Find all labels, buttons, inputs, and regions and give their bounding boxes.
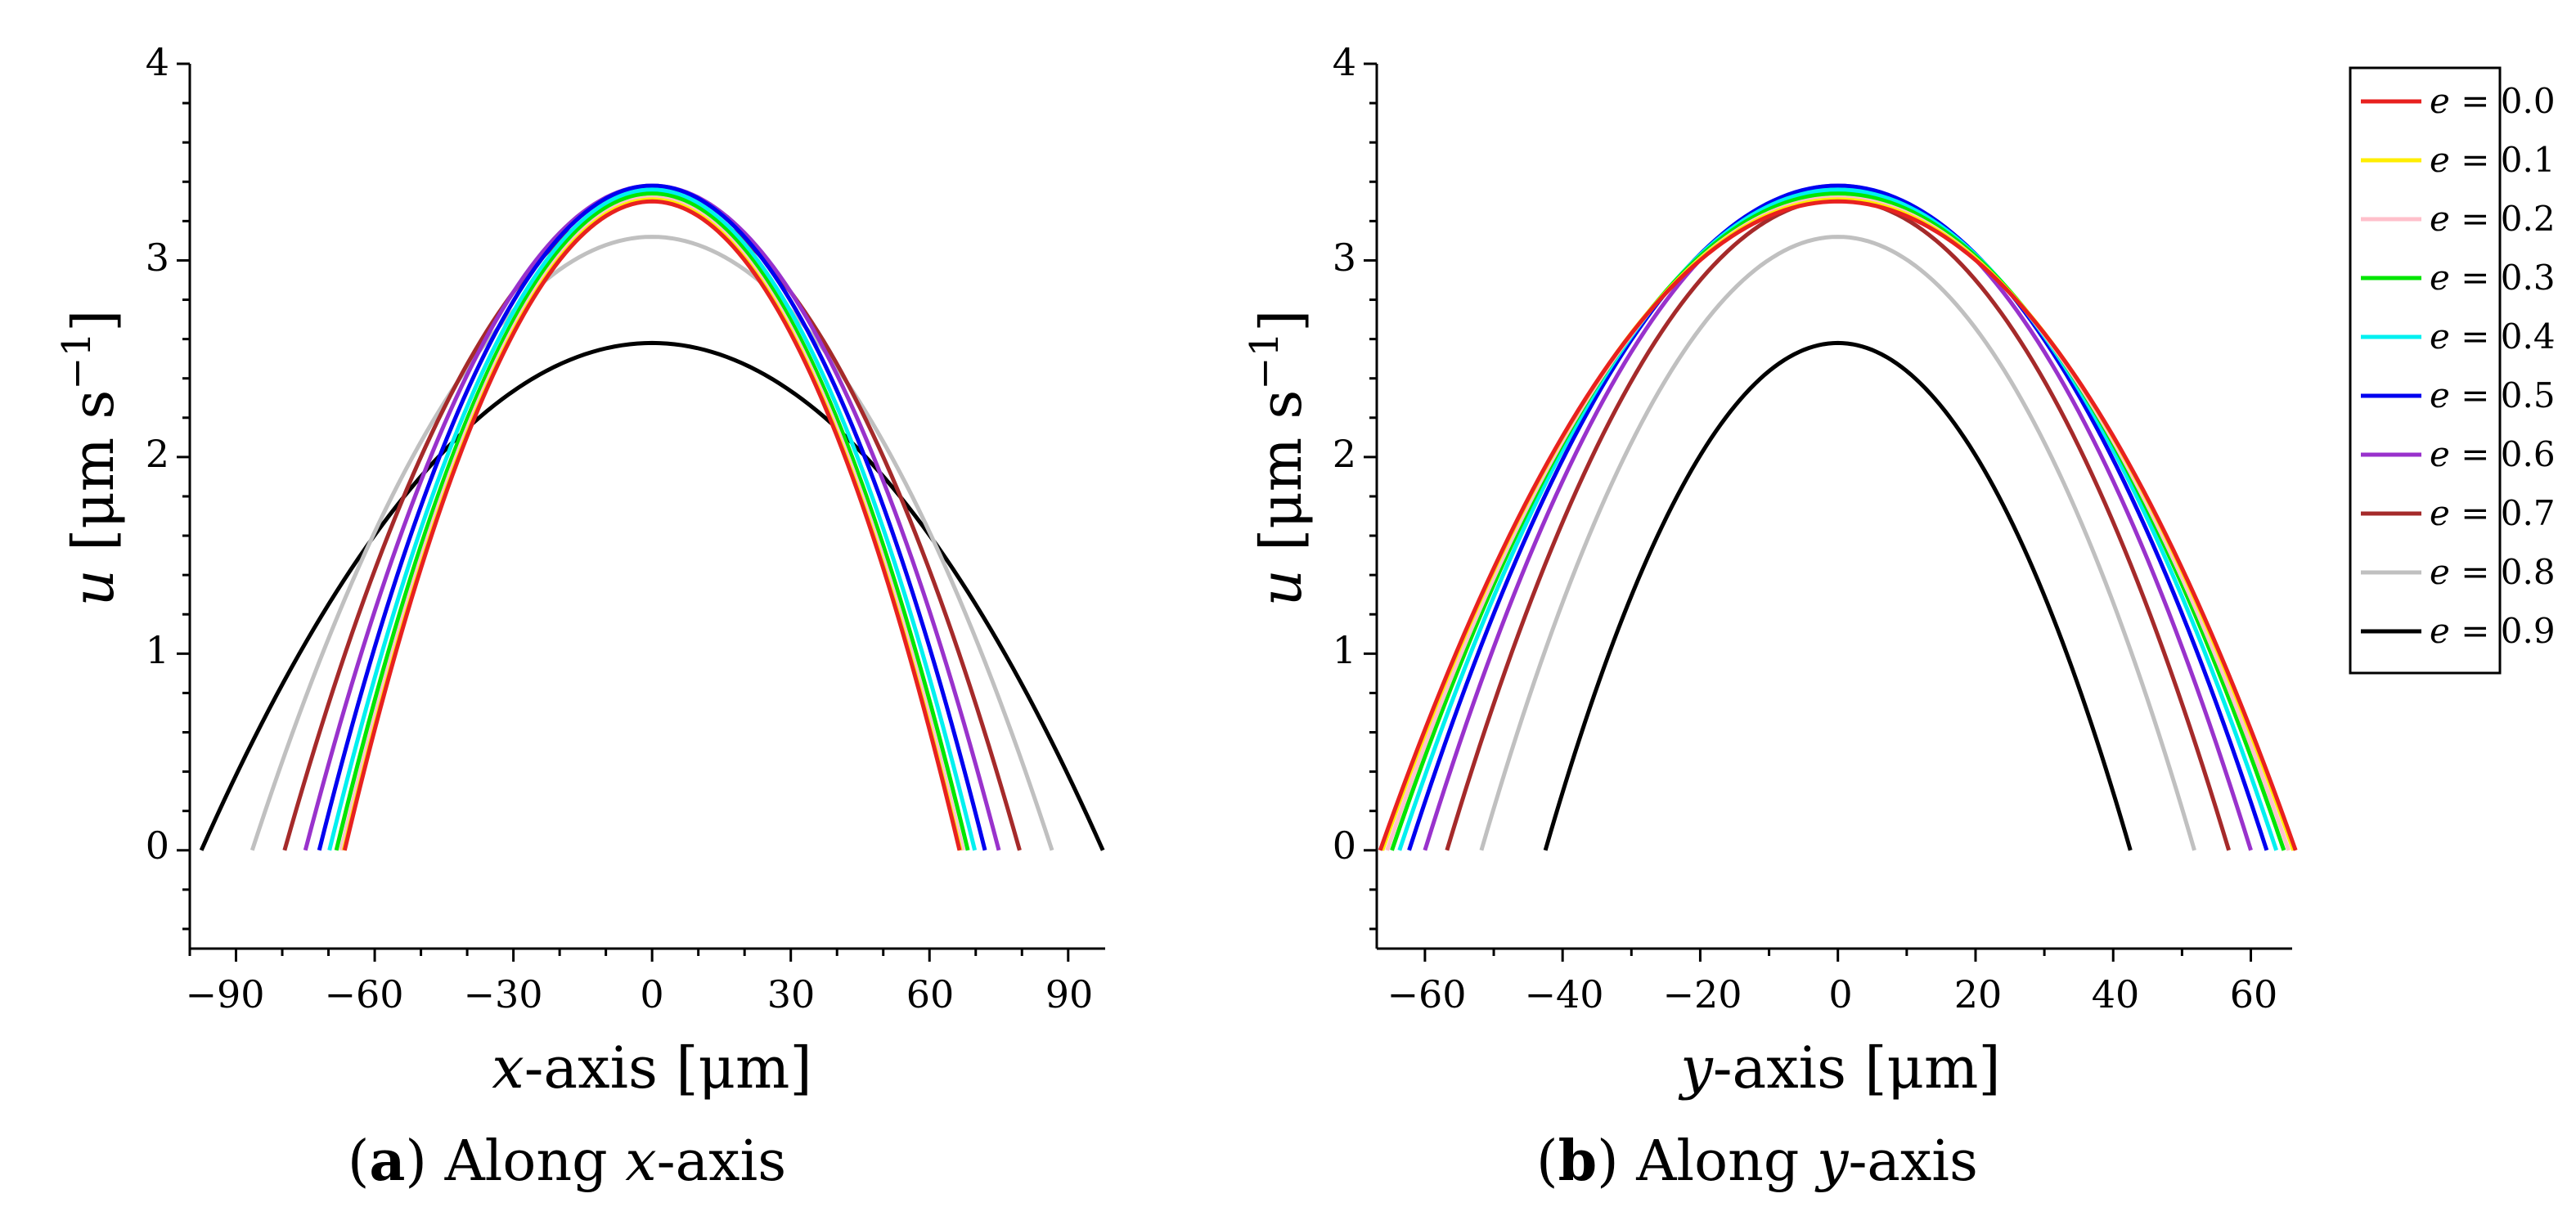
legend-item: e = 0.7 [2361,493,2556,533]
legend-label: e = 0.5 [2430,375,2556,415]
legend-label: e = 0.3 [2430,258,2556,298]
panel-b-curves [1378,183,2298,851]
panel-b-xlabel: y-axis [μm] [1678,1034,2000,1102]
panel-b-xtick-label: −20 [1662,972,1742,1016]
series-line-e03 [334,191,970,851]
legend: e = 0.0 e = 0.1 e = 0.2 e = 0.3 e = 0.4 … [2349,66,2556,675]
series-line-e05 [317,183,987,851]
legend-label: e = 0.9 [2430,611,2556,651]
panel-b-ylabel: u [μm s−1] [1242,310,1315,607]
series-line-e04 [327,187,978,851]
legend-label: e = 0.4 [2430,316,2556,357]
panel-b-xtick-label: 20 [1954,972,2003,1016]
panel-a-xtick-label: 90 [1045,972,1094,1016]
series-line-e08 [250,235,1054,851]
panel-b-caption: (b) Along y-axis [1536,1129,1978,1194]
panel-b-ytick-label: 4 [1333,40,1356,84]
series-line-e00 [342,199,962,851]
panel-a-ytick-label: 2 [146,432,169,476]
legend-label: e = 0.2 [2430,199,2556,239]
series-line-e09 [1543,340,2133,851]
panel-a-ylabel: u [μm s−1] [54,310,127,607]
panel-b-xtick-label: 0 [1828,972,1852,1016]
legend-item: e = 0.1 [2361,140,2556,180]
panel-a-xlabel: x-axis [μm] [492,1034,811,1102]
legend-item: e = 0.8 [2361,552,2556,592]
series-line-e06 [1423,183,2253,851]
legend-label: e = 0.7 [2430,493,2556,533]
series-line-e07 [282,197,1022,851]
panel-b-ytick-label: 0 [1333,823,1356,868]
panel-a-caption: (a) Along x-axis [348,1129,786,1194]
legend-item: e = 0.0 [2361,81,2556,121]
panel-a-xtick-label: 60 [906,972,955,1016]
panel-a-xtick-label: −30 [463,972,542,1016]
panel-b-ytick-label: 3 [1333,236,1356,280]
panel-a-xtick-label: −90 [185,972,264,1016]
legend-label: e = 0.0 [2430,81,2556,121]
series-line-e09 [199,340,1105,851]
legend-item: e = 0.9 [2361,611,2556,651]
series-line-e08 [1479,235,2196,851]
panel-b-xtick-label: −60 [1387,972,1466,1016]
legend-item: e = 0.5 [2361,375,2556,415]
legend-label: e = 0.8 [2430,552,2556,592]
panel-b: 0 1 2 3 4 −60 −40 −20 0 20 40 60 y-axis … [1242,40,2298,1194]
legend-item: e = 0.6 [2361,434,2556,474]
legend-item: e = 0.3 [2361,258,2556,298]
series-line-extra [344,200,960,851]
panel-b-xtick-label: −40 [1524,972,1603,1016]
panel-a-xtick-label: 30 [767,972,816,1016]
panel-a-ytick-label: 3 [146,236,169,280]
panel-a-ytick-label: 4 [146,40,169,84]
legend-label: e = 0.1 [2430,140,2556,180]
panel-b-ytick-label: 1 [1333,628,1356,672]
legend-item: e = 0.2 [2361,199,2556,239]
panel-a: 0 1 2 3 4 −90 −60 −30 0 30 60 90 x-axis … [54,40,1105,1194]
series-line-e07 [1445,197,2231,851]
series-line-e04 [1397,187,2279,851]
series-line-e00 [1378,199,2298,851]
panel-a-xtick-label: −60 [324,972,403,1016]
legend-item: e = 0.4 [2361,316,2556,357]
panel-a-ytick-label: 1 [146,628,169,672]
panel-b-xtick-label: 60 [2230,972,2278,1016]
panel-a-curves [199,183,1105,851]
legend-label: e = 0.6 [2430,434,2556,474]
panel-a-ticks [177,62,1070,962]
panel-b-ticks [1364,62,2253,962]
panel-a-xtick-label: 0 [640,972,663,1016]
panel-a-ytick-label: 0 [146,823,169,868]
panel-b-ytick-label: 2 [1333,432,1356,476]
series-line-e06 [303,183,1001,851]
series-line-e05 [1407,183,2269,851]
panel-b-xtick-label: 40 [2092,972,2140,1016]
